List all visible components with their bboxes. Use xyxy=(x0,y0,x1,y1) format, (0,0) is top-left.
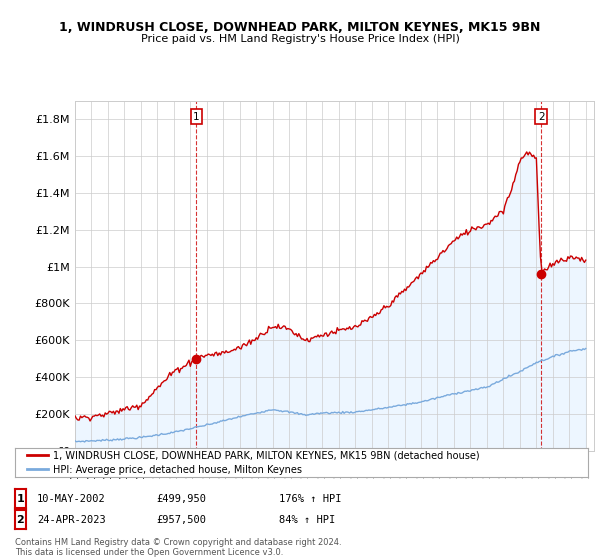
Legend: 1, WINDRUSH CLOSE, DOWNHEAD PARK, MILTON KEYNES, MK15 9BN (detached house), HPI:: 1, WINDRUSH CLOSE, DOWNHEAD PARK, MILTON… xyxy=(23,447,484,478)
Text: 84% ↑ HPI: 84% ↑ HPI xyxy=(279,515,335,525)
Text: 1: 1 xyxy=(17,494,24,504)
Text: £499,950: £499,950 xyxy=(156,494,206,504)
Text: 176% ↑ HPI: 176% ↑ HPI xyxy=(279,494,341,504)
Text: Contains HM Land Registry data © Crown copyright and database right 2024.
This d: Contains HM Land Registry data © Crown c… xyxy=(15,538,341,557)
Text: 1, WINDRUSH CLOSE, DOWNHEAD PARK, MILTON KEYNES, MK15 9BN: 1, WINDRUSH CLOSE, DOWNHEAD PARK, MILTON… xyxy=(59,21,541,34)
Text: 1: 1 xyxy=(193,111,200,122)
Text: 10-MAY-2002: 10-MAY-2002 xyxy=(37,494,106,504)
Text: £957,500: £957,500 xyxy=(156,515,206,525)
Text: 2: 2 xyxy=(17,515,24,525)
Text: Price paid vs. HM Land Registry's House Price Index (HPI): Price paid vs. HM Land Registry's House … xyxy=(140,34,460,44)
Text: 2: 2 xyxy=(538,111,544,122)
Text: 24-APR-2023: 24-APR-2023 xyxy=(37,515,106,525)
